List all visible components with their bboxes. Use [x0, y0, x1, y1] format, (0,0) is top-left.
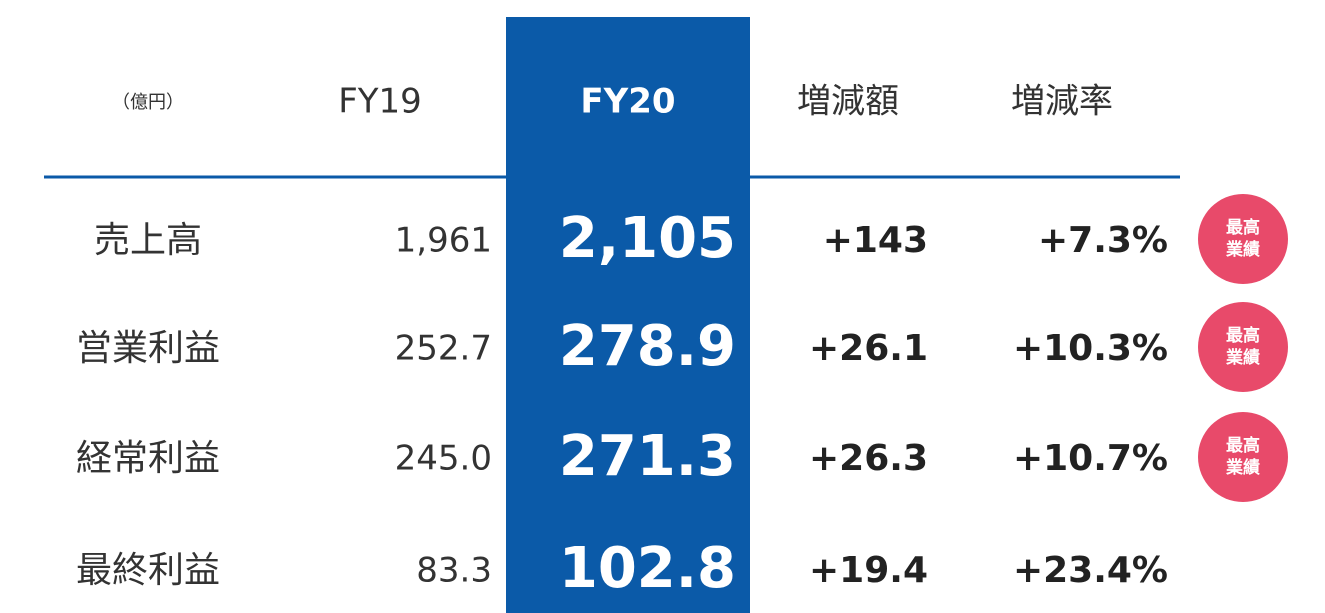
badge-text: 最高 — [1226, 435, 1260, 456]
column-header: 増減率 — [1011, 82, 1113, 122]
record-badge — [1198, 412, 1288, 502]
badge-text: 業績 — [1226, 457, 1260, 478]
row-label: 売上高 — [94, 220, 202, 261]
badge-text: 最高 — [1226, 217, 1260, 238]
fy19-value: 245.0 — [395, 439, 492, 479]
rate-value: +23.4% — [1013, 550, 1168, 591]
record-badge — [1198, 194, 1288, 284]
rate-value: +10.7% — [1013, 438, 1168, 479]
row-label: 最終利益 — [76, 550, 220, 591]
highlight-column — [506, 17, 750, 613]
fy19-value: 252.7 — [395, 329, 492, 369]
record-badge — [1198, 302, 1288, 392]
change-value: +143 — [823, 220, 928, 261]
rate-value: +10.3% — [1013, 328, 1168, 369]
row-label: 営業利益 — [76, 328, 220, 369]
fy19-value: 1,961 — [395, 221, 492, 261]
column-header: FY19 — [338, 82, 422, 122]
rate-value: +7.3% — [1038, 220, 1168, 261]
change-value: +19.4 — [809, 550, 928, 591]
fy20-value: 271.3 — [559, 424, 736, 489]
fy20-value: 2,105 — [559, 206, 736, 271]
badge-text: 最高 — [1226, 325, 1260, 346]
change-value: +26.3 — [809, 438, 928, 479]
column-header: （億円） — [112, 92, 184, 113]
fy20-value: 278.9 — [559, 314, 736, 379]
fy20-value: 102.8 — [559, 536, 736, 601]
row-label: 経常利益 — [76, 438, 220, 479]
badge-text: 業績 — [1226, 347, 1260, 368]
column-header: FY20 — [580, 82, 675, 122]
column-header: 増減額 — [797, 82, 899, 122]
fy19-value: 83.3 — [416, 551, 492, 591]
badge-text: 業績 — [1226, 239, 1260, 260]
change-value: +26.1 — [809, 328, 928, 369]
